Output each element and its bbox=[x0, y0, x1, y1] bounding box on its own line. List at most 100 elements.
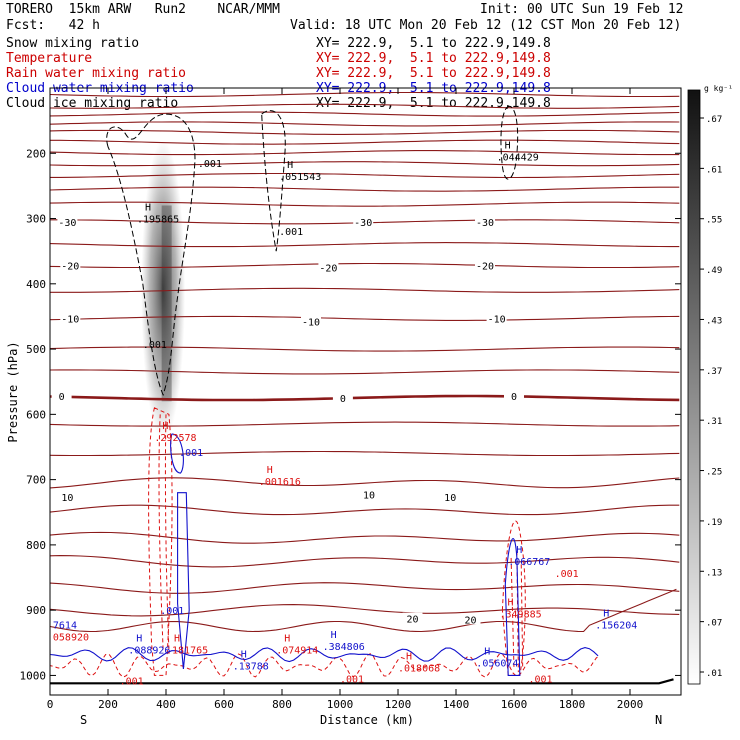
contour-value-label: .001 bbox=[160, 606, 184, 617]
colorbar-label: .49 bbox=[706, 266, 722, 276]
y-tick-label: 400 bbox=[26, 278, 46, 291]
isotherm-line bbox=[50, 555, 680, 568]
temperature-label-bg bbox=[486, 312, 507, 324]
max-value-label: .074914 bbox=[276, 645, 318, 656]
isotherm-line bbox=[50, 103, 680, 109]
isotherm-line bbox=[50, 369, 680, 375]
isotherm-line bbox=[50, 287, 680, 293]
colorbar-label: .43 bbox=[706, 316, 722, 326]
temperature-label: 10 bbox=[363, 491, 375, 502]
max-marker-h: H bbox=[136, 633, 142, 644]
isotherm-line bbox=[50, 604, 680, 617]
isotherm-line bbox=[50, 346, 680, 352]
max-marker-h: H bbox=[603, 609, 609, 620]
max-marker-h: H bbox=[267, 465, 273, 476]
isotherm-line-20 bbox=[50, 588, 677, 633]
colorbar-label: .19 bbox=[706, 518, 722, 528]
x-axis-label: Distance (km) bbox=[320, 713, 414, 727]
field-name-rain: Rain water mixing ratio bbox=[6, 66, 187, 81]
isotherm-line bbox=[50, 450, 680, 457]
contour-value-label: .001 bbox=[340, 675, 364, 686]
temperature-label: 0 bbox=[340, 394, 346, 405]
isotherm-line bbox=[50, 315, 680, 321]
temperature-label-bg bbox=[359, 488, 379, 500]
max-marker-h: H bbox=[331, 630, 337, 641]
y-tick-label: 300 bbox=[26, 213, 46, 226]
colorbar-label: .37 bbox=[706, 367, 722, 377]
rain-contour-2 bbox=[158, 414, 170, 650]
temperature-label-bg bbox=[402, 612, 423, 624]
temperature-label-bg bbox=[353, 215, 374, 227]
max-value-label: .292578 bbox=[154, 433, 196, 444]
contour-value-label: .001 bbox=[143, 340, 167, 351]
isotherm-line bbox=[50, 504, 680, 516]
colorbar-label: .13 bbox=[706, 568, 722, 578]
x-tick-label: 0 bbox=[47, 698, 54, 711]
temperature-label: 10 bbox=[61, 493, 73, 504]
cloud-water-contour-2 bbox=[170, 433, 184, 474]
max-marker-h: H bbox=[516, 545, 522, 556]
y-tick-label: 700 bbox=[26, 474, 46, 487]
max-value-label: 7614 bbox=[53, 621, 77, 632]
colorbar bbox=[687, 89, 701, 685]
isotherm-line bbox=[50, 121, 680, 127]
isotherm-line bbox=[50, 129, 680, 135]
y-axis-label: Pressure (hPa) bbox=[6, 341, 20, 443]
max-value-label: .384806 bbox=[323, 642, 365, 653]
plot-frame bbox=[49, 87, 682, 696]
colorbar-unit: g kg⁻¹ bbox=[704, 84, 733, 93]
isotherm-line bbox=[50, 201, 680, 207]
snow-contour-1 bbox=[106, 113, 196, 397]
temperature-label-bg bbox=[60, 259, 81, 271]
cloud-water-contour-1 bbox=[177, 492, 190, 669]
temperature-label-bg bbox=[51, 390, 72, 402]
temperature-label-bg bbox=[318, 261, 339, 273]
header-forecast: Fcst: 42 h bbox=[6, 18, 100, 33]
isotherm-line bbox=[50, 421, 680, 427]
temperature-label: -10 bbox=[302, 318, 320, 329]
max-marker-h: H bbox=[508, 597, 514, 608]
max-value-label: .001616 bbox=[259, 477, 301, 488]
max-value-label: .181765 bbox=[166, 645, 208, 656]
y-tick-label: 1000 bbox=[20, 669, 47, 682]
temperature-label: -20 bbox=[476, 262, 494, 273]
isotherm-line bbox=[50, 150, 680, 156]
field-xy-temperature: XY= 222.9, 5.1 to 222.9,149.8 bbox=[316, 51, 551, 66]
temperature-label-bg bbox=[57, 491, 78, 503]
colorbar-label: .55 bbox=[706, 216, 722, 226]
y-tick-label: 200 bbox=[26, 147, 46, 160]
isotherm-line bbox=[50, 186, 680, 192]
temperature-label: -20 bbox=[61, 262, 79, 273]
temperature-label: 20 bbox=[464, 615, 476, 626]
temperature-label-bg bbox=[57, 215, 78, 227]
isotherm-line bbox=[50, 161, 680, 167]
isotherm-line bbox=[50, 172, 680, 179]
temperature-label-bg bbox=[504, 390, 524, 402]
max-value-label: .018068 bbox=[398, 664, 440, 675]
max-value-label: .051543 bbox=[279, 172, 321, 183]
colorbar-label: .67 bbox=[706, 115, 722, 125]
contour-value-label: .001 bbox=[279, 227, 303, 238]
contour-value-label: .001 bbox=[179, 448, 203, 459]
temperature-label-bg bbox=[301, 315, 321, 327]
max-value-label: .195865 bbox=[137, 215, 179, 226]
isotherm-line bbox=[50, 531, 680, 544]
snow-contour-2 bbox=[261, 110, 286, 252]
max-marker-h: H bbox=[406, 652, 412, 663]
contour-value-label: .001 bbox=[120, 677, 144, 688]
temperature-label: 0 bbox=[59, 392, 65, 403]
header-model: TORERO 15km ARW Run2 NCAR/MMM bbox=[6, 2, 280, 17]
field-xy-snow: XY= 222.9, 5.1 to 222.9,149.8 bbox=[316, 36, 551, 51]
colorbar-label: .61 bbox=[706, 165, 722, 175]
temperature-label: 0 bbox=[511, 392, 517, 403]
temperature-label: -30 bbox=[354, 218, 372, 229]
max-marker-h: H bbox=[241, 650, 247, 661]
max-marker-h: H bbox=[505, 141, 511, 152]
temperature-label: 20 bbox=[406, 615, 418, 626]
colorbar-label: .25 bbox=[706, 468, 722, 478]
x-tick-label: 1200 bbox=[385, 698, 412, 711]
direction-north: N bbox=[655, 713, 663, 727]
temperature-label-bg bbox=[475, 259, 495, 271]
max-marker-h: H bbox=[484, 646, 490, 657]
